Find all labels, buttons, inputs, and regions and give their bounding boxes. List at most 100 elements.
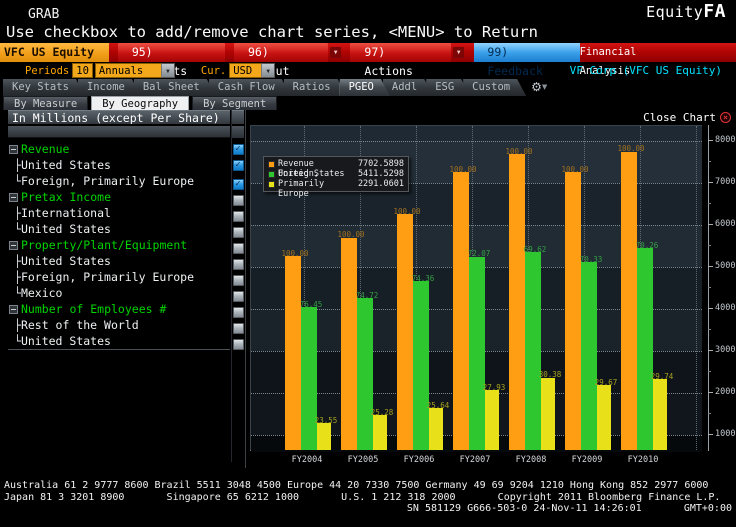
plot-background-band [251, 126, 702, 141]
panel-subheader [8, 126, 230, 138]
checkbox-cell [232, 336, 244, 352]
series-checkbox-united-states[interactable]: ✓ [232, 159, 244, 171]
series-checkbox-column: ✓ ✓ ✓ [231, 110, 244, 462]
settings-gear-icon[interactable]: ⚙▼ [531, 80, 548, 94]
bar-value-label: 100.00 [505, 146, 533, 156]
defaults-button[interactable]: 95) Defaults [117, 43, 225, 78]
tree-branch-icon: ├ [14, 206, 21, 220]
series-checkbox-united-states[interactable] [232, 338, 244, 350]
footer: Australia 61 2 9777 8600 Brazil 5511 304… [0, 480, 736, 515]
security-input[interactable]: VFC US Equity [0, 43, 109, 62]
measure-label: Mexico [20, 286, 63, 300]
bar-value-label: 100.00 [449, 164, 477, 174]
frequency-dropdown-icon[interactable]: ▼ [160, 63, 175, 78]
measure-label: Foreign, Primarily Europe [20, 270, 195, 284]
legend-row: Foreign, Primarily Europe 2291.0601 [268, 169, 404, 199]
chart-bar-foreign-primarily-europe-fy2006 [429, 408, 443, 450]
measure-row-united-states[interactable]: └ United States [8, 333, 230, 349]
close-chart-icon[interactable]: × [720, 112, 731, 123]
view-toggle-bar: By Measure By Geography By Segment [0, 96, 736, 110]
bar-value-label: 100.00 [561, 164, 589, 174]
subtab-by-segment[interactable]: By Segment [192, 96, 278, 110]
tab-pgeo[interactable]: PGEO [340, 79, 390, 96]
close-chart-button[interactable]: Close Chart [643, 111, 716, 124]
tab-esg[interactable]: ESG [426, 79, 470, 96]
series-checkbox-property-plant-equipment[interactable] [232, 242, 244, 254]
actions-dropdown-arrow-icon[interactable]: ▼ [452, 47, 465, 58]
measure-row-number-of-employees[interactable]: Number of Employees # [8, 301, 230, 317]
series-checkbox-united-states[interactable] [232, 258, 244, 270]
measure-row-foreign-primarily-europe[interactable]: └ Foreign, Primarily Europe [8, 173, 230, 189]
measure-row-united-states[interactable]: ├ United States [8, 253, 230, 269]
series-checkbox-rest-of-the-world[interactable] [232, 322, 244, 334]
chart-legend: Revenue 7702.5898 United States 5411.5298 Fo… [263, 156, 409, 199]
vertical-gridline [696, 126, 697, 450]
y-axis-minor-tick [708, 370, 711, 372]
x-axis-label: FY2008 [515, 455, 547, 465]
measure-row-foreign-primarily-europe[interactable]: ├ Foreign, Primarily Europe [8, 269, 230, 285]
collapse-icon[interactable] [9, 304, 18, 314]
chart-bar-foreign-primarily-europe-fy2009 [597, 385, 611, 450]
bar-value-label: 30.38 [538, 370, 562, 380]
legend-series-name: United States [278, 169, 345, 179]
chart-plot-wrap: 100.00 76.45 23.55 100.00 74.72 25.28 100.00 74… [250, 125, 736, 470]
tree-branch-icon: └ [14, 286, 21, 300]
output-dropdown-arrow-icon[interactable]: ▼ [329, 47, 342, 58]
measure-row-pretax-income[interactable]: Pretax Income [8, 189, 230, 205]
chart-bar-revenue-fy2010 [621, 151, 637, 450]
tab-bal-sheet[interactable]: Bal Sheet [134, 79, 216, 96]
measure-row-property-plant-equipment[interactable]: Property/Plant/Equipment [8, 237, 230, 253]
y-axis: 1000 2000 3000 4000 5000 6000 7000 8000 [703, 125, 736, 451]
checkbox-cell: ✓ [232, 176, 244, 192]
tree-branch-icon: └ [14, 174, 21, 188]
measure-row-united-states[interactable]: └ United States [8, 221, 230, 237]
periods-label: Periods [25, 64, 70, 77]
checkbox-cell [232, 288, 244, 304]
frequency-select[interactable]: Annuals [94, 63, 161, 78]
series-checkbox-number-of-employees[interactable] [232, 306, 244, 318]
subtab-by-measure[interactable]: By Measure [3, 96, 89, 110]
y-axis-major-tick [708, 433, 713, 435]
command-toolbar: VFC US Equity 95) Defaults 96) Output ▼ … [0, 43, 736, 78]
series-checkbox-international[interactable] [232, 210, 244, 222]
measure-label: Number of Employees # [21, 302, 167, 316]
y-axis-label: 6000 [715, 218, 736, 229]
tab-income[interactable]: Income [78, 79, 141, 96]
currency-select[interactable]: USD [229, 63, 262, 78]
bar-value-label: 27.93 [482, 383, 506, 393]
subtab-by-geography[interactable]: By Geography [91, 96, 190, 110]
actions-button[interactable]: 97) Actions [350, 43, 451, 78]
series-checkbox-foreign-primarily-europe[interactable]: ✓ [232, 178, 244, 190]
tab-key-stats[interactable]: Key Stats [3, 79, 85, 96]
y-axis-label: 8000 [715, 134, 736, 145]
collapse-icon[interactable] [9, 240, 18, 250]
series-checkbox-mexico[interactable] [232, 290, 244, 302]
tab-custom[interactable]: Custom [463, 79, 526, 96]
series-checkbox-revenue[interactable]: ✓ [232, 143, 244, 155]
bar-value-label: 25.64 [426, 401, 450, 411]
feedback-button[interactable]: 99) Feedback [474, 43, 580, 78]
tab-addl[interactable]: Addl [383, 79, 433, 96]
instruction-text: Use checkbox to add/remove chart series,… [6, 23, 538, 41]
series-checkbox-united-states[interactable] [232, 226, 244, 238]
series-checkbox-foreign-primarily-europe[interactable] [232, 274, 244, 286]
tab-cash-flow[interactable]: Cash Flow [209, 79, 291, 96]
tree-branch-icon: ├ [14, 318, 21, 332]
y-axis-label: 3000 [715, 344, 736, 355]
collapse-icon[interactable] [9, 144, 18, 154]
periods-input[interactable]: 10 [72, 63, 93, 78]
measure-row-international[interactable]: ├ International [8, 205, 230, 221]
measure-row-mexico[interactable]: └ Mexico [8, 285, 230, 301]
output-button[interactable]: 96) Output [233, 43, 328, 78]
collapse-icon[interactable] [9, 192, 18, 202]
series-checkbox-pretax-income[interactable] [232, 194, 244, 206]
panel-header: In Millions (except Per Share) [8, 110, 230, 125]
measure-row-revenue[interactable]: Revenue [8, 141, 230, 157]
tab-ratios[interactable]: Ratios [284, 79, 347, 96]
checkbox-column-header [232, 110, 244, 125]
measure-row-rest-of-the-world[interactable]: ├ Rest of the World [8, 317, 230, 333]
currency-dropdown-icon[interactable]: ▼ [261, 63, 276, 78]
measure-row-united-states[interactable]: ├ United States [8, 157, 230, 173]
measure-label: United States [20, 158, 111, 172]
